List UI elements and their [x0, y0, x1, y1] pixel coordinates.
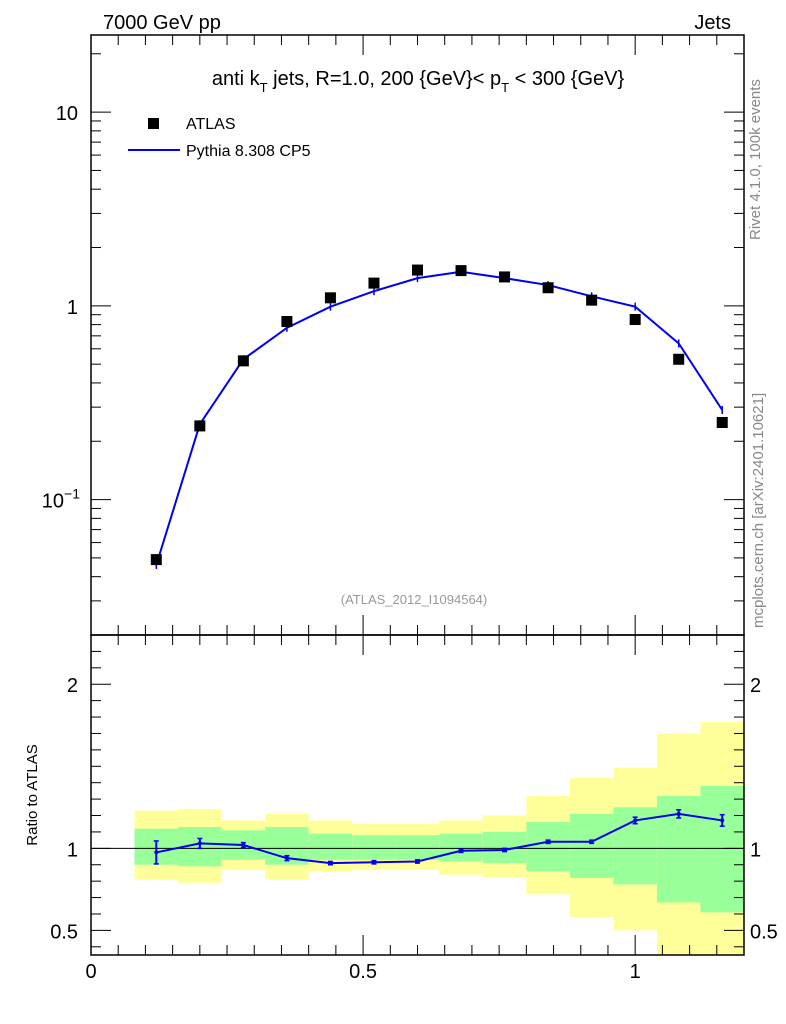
- ratio-band-inner: [569, 813, 614, 878]
- data-point-marker: [194, 420, 206, 432]
- main-axis-ticks: 10 1 10−1: [42, 35, 745, 636]
- data-point-marker: [150, 554, 162, 566]
- ratio-band-inner: [352, 835, 396, 860]
- data-point-marker: [673, 353, 685, 365]
- analysis-watermark: (ATLAS_2012_I1094564): [341, 592, 487, 607]
- mc-curve-line: [155, 270, 724, 566]
- data-point-marker: [455, 265, 467, 277]
- ratio-band-inner: [439, 833, 483, 862]
- plot-title: anti kT jets, R=1.0, 200 {GeV}< pT < 300…: [212, 68, 625, 95]
- x-tick-label: 0: [85, 961, 96, 983]
- rivet-version-label: Rivet 4.1.0, 100k events: [747, 79, 764, 240]
- ratio-point: [284, 856, 289, 861]
- data-point-marker: [237, 355, 249, 367]
- header-energy-label: 7000 GeV pp: [103, 12, 221, 34]
- ratio-point: [328, 861, 333, 866]
- data-point-marker: [542, 282, 554, 294]
- mcplots-credit-label: mcplots.cern.ch [arXiv:2401.10621]: [750, 393, 767, 628]
- data-point-marker: [629, 314, 641, 326]
- ratio-point: [154, 850, 159, 855]
- ratio-y-tick-label-left: 0.5: [50, 921, 78, 943]
- ratio-point: [415, 859, 420, 864]
- data-point-marker: [716, 416, 728, 428]
- legend-label-mc: Pythia 8.308 CP5: [186, 143, 311, 160]
- legend-label-data: ATLAS: [186, 116, 236, 133]
- header-process-label: Jets: [694, 12, 731, 34]
- ratio-band-inner: [526, 822, 570, 872]
- legend-data-marker: [148, 118, 159, 129]
- data-point-marker: [586, 294, 598, 306]
- data-point-marker: [281, 316, 293, 328]
- data-point-marker: [412, 264, 423, 276]
- ratio-point: [502, 847, 507, 852]
- ratio-point: [459, 848, 464, 853]
- main-y-tick-label: 10: [56, 103, 78, 125]
- ratio-point: [371, 860, 376, 865]
- x-tick-label: 0.5: [349, 961, 377, 983]
- ratio-point: [720, 818, 725, 823]
- ratio-y-tick-label-right: 1: [750, 839, 761, 861]
- ratio-point: [241, 843, 246, 848]
- ratio-y-tick-label-right: 2: [750, 675, 761, 697]
- ratio-point: [633, 818, 638, 823]
- ratio-y-axis-label: Ratio to ATLAS: [24, 744, 41, 845]
- ratio-curve-line: [156, 812, 723, 865]
- ratio-series: [153, 809, 725, 866]
- ratio-y-tick-label-right: 0.5: [750, 921, 778, 943]
- x-tick-label: 1: [630, 961, 641, 983]
- ratio-band-inner: [308, 833, 353, 860]
- ratio-y-tick-label-left: 1: [67, 839, 78, 861]
- main-y-tick-label: 10−1: [42, 486, 80, 513]
- ratio-point: [546, 839, 551, 844]
- ratio-point: [197, 841, 202, 846]
- data-point-marker: [324, 292, 336, 304]
- main-panel: 10 1 10−1 anti kT jets, R=1.0, 200 {GeV}< …: [42, 34, 745, 636]
- data-point-marker: [368, 277, 380, 289]
- ratio-panel: 2 2 1 1 0.5 0.5 0 0.5 1 Ratio to ATLAS: [24, 634, 778, 983]
- ratio-panel-frame: [90, 634, 745, 956]
- ratio-band-inner: [700, 785, 744, 913]
- main-series: [150, 264, 728, 569]
- ratio-y-tick-label-left: 2: [67, 675, 78, 697]
- data-point-marker: [499, 271, 511, 283]
- ratio-uncertainty-bands: [134, 721, 744, 955]
- legend: ATLAS Pythia 8.308 CP5: [128, 116, 311, 160]
- main-y-tick-label: 1: [67, 297, 78, 319]
- ratio-point: [589, 839, 594, 844]
- ratio-band-inner: [395, 835, 440, 860]
- ratio-point: [676, 811, 681, 816]
